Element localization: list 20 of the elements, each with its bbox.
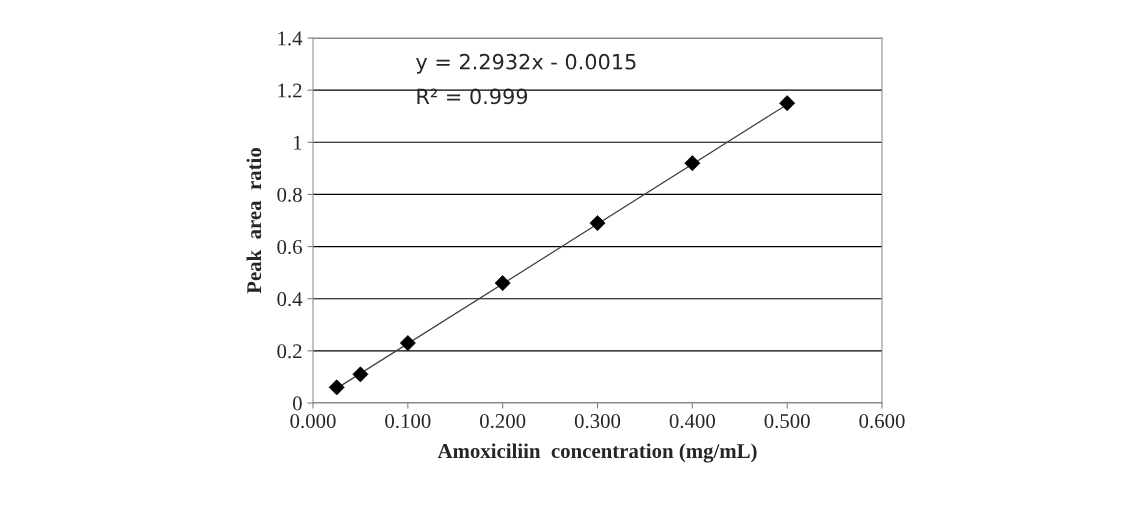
x-axis-title: Amoxiciliin concentration (mg/mL) (437, 443, 757, 463)
y-tick-label: 0.6 (277, 239, 302, 255)
x-tick-label: 0.400 (669, 414, 715, 429)
y-axis-title: Peak area ratio (246, 148, 262, 294)
y-tick-label: 1.4 (278, 31, 303, 46)
annotation: y = 2.2932x - 0.0015 (416, 53, 636, 74)
y-tick-label: 0 (292, 396, 302, 411)
x-tick-label: 0.100 (385, 414, 431, 429)
x-tick-label: 0.600 (859, 414, 905, 429)
y-tick-label: 0.8 (277, 187, 302, 202)
y-tick-label: 1.2 (278, 83, 302, 98)
annotation: R² = 0.999 (417, 88, 528, 105)
x-tick-label: 0.200 (480, 414, 526, 429)
y-tick-label: 0.4 (277, 292, 303, 307)
x-tick-label: 0.000 (290, 414, 336, 429)
x-tick-label: 0.500 (764, 414, 810, 429)
y-tick-label: 1 (294, 135, 302, 150)
x-tick-label: 0.300 (574, 414, 621, 429)
y-tick-label: 0.2 (277, 344, 302, 359)
point (589, 215, 606, 232)
